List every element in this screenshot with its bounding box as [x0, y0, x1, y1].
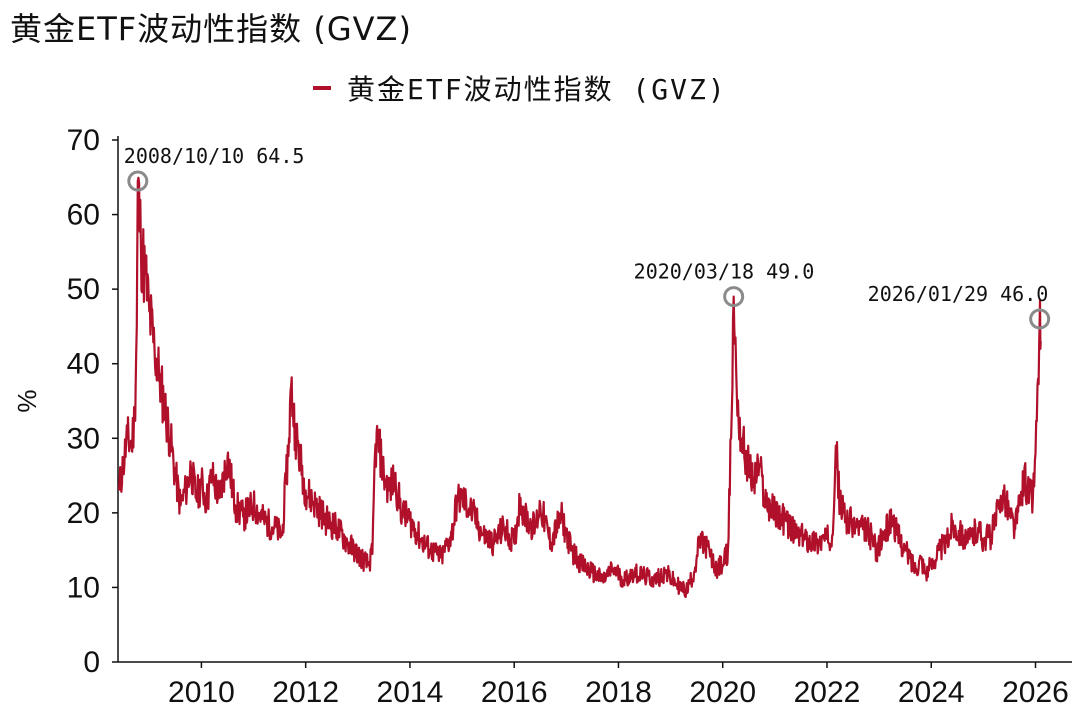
- peak-marker: [127, 170, 149, 192]
- y-tick-label: 70: [67, 124, 100, 157]
- y-axis-label: %: [12, 389, 42, 412]
- y-tick-label: 60: [67, 199, 100, 232]
- axes: 0 10 20 30 40 50 60 70 2010 2012 2014 2016 2018 2020 2…: [12, 124, 1072, 709]
- x-tick-label: 2010: [168, 676, 235, 709]
- annotations: 2008/10/10 64.5 2020/03/18 49.0 2026/01/29…: [124, 144, 1051, 330]
- peak-marker: [723, 286, 745, 308]
- y-tick-label: 40: [67, 348, 100, 381]
- y-tick-label: 0: [83, 646, 100, 679]
- x-tick-label: 2020: [689, 676, 756, 709]
- peak-marker: [1029, 308, 1051, 330]
- chart-title: 黄金ETF波动性指数 (GVZ): [10, 10, 412, 48]
- peak-annotation: 2026/01/29 46.0: [868, 282, 1049, 306]
- y-tick-label: 50: [67, 273, 100, 306]
- series-line: [117, 176, 1042, 599]
- legend-swatch: [313, 86, 331, 90]
- peak-annotation: 2008/10/10 64.5: [124, 144, 305, 168]
- x-tick-label: 2022: [794, 676, 861, 709]
- x-tick-label: 2016: [481, 676, 548, 709]
- x-tick-label: 2024: [898, 676, 965, 709]
- y-tick-label: 10: [67, 571, 100, 604]
- x-tick-label: 2018: [585, 676, 652, 709]
- x-tick-label: 2026: [1002, 676, 1069, 709]
- x-tick-label: 2012: [272, 676, 339, 709]
- legend-label: 黄金ETF波动性指数 (GVZ): [347, 73, 727, 106]
- y-tick-label: 30: [67, 422, 100, 455]
- peak-annotation: 2020/03/18 49.0: [634, 260, 815, 284]
- x-tick-label: 2014: [377, 676, 444, 709]
- series-layer: [117, 176, 1042, 599]
- legend: 黄金ETF波动性指数 (GVZ): [313, 70, 727, 106]
- y-tick-label: 20: [67, 497, 100, 530]
